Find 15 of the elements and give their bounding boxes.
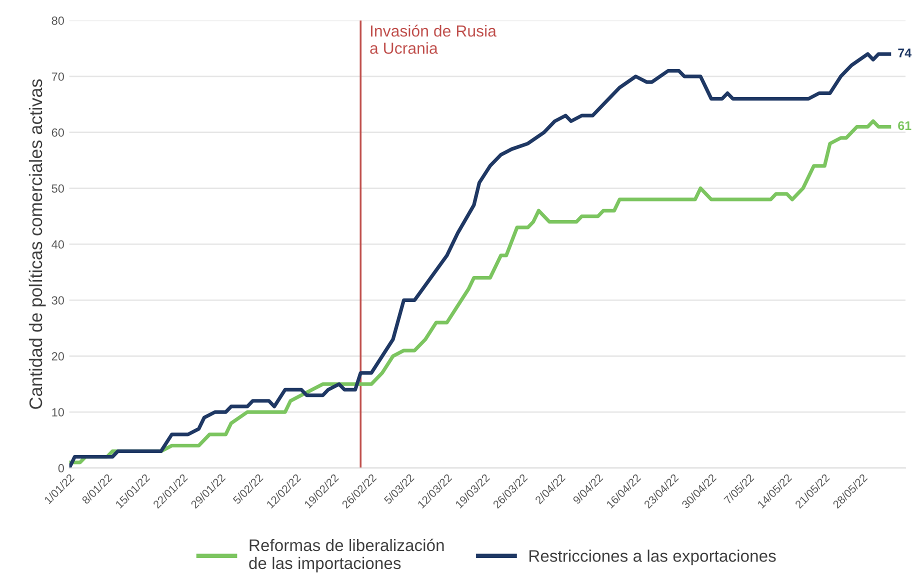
y-tick-label: 50 <box>52 184 64 193</box>
data-label: 74 <box>898 48 912 58</box>
y-tick-label: 80 <box>52 16 64 25</box>
ref-line-label: Invasión de Rusia a Ucrania <box>370 24 496 54</box>
y-tick-label: 60 <box>52 128 64 137</box>
y-tick-label: 30 <box>52 296 64 305</box>
y-axis-title: Cantidad de políticas comerciales activas <box>28 79 46 409</box>
y-tick-label: 0 <box>58 464 64 472</box>
legend-label: Reformas de liberalización de las importaciones <box>249 538 444 572</box>
data-label: 61 <box>898 121 912 130</box>
y-tick-label: 70 <box>52 72 64 81</box>
y-tick-label: 20 <box>52 352 64 361</box>
y-tick-label: 40 <box>52 240 64 249</box>
y-tick-label: 10 <box>52 408 64 416</box>
legend-label: Restricciones a las exportaciones <box>530 550 776 566</box>
